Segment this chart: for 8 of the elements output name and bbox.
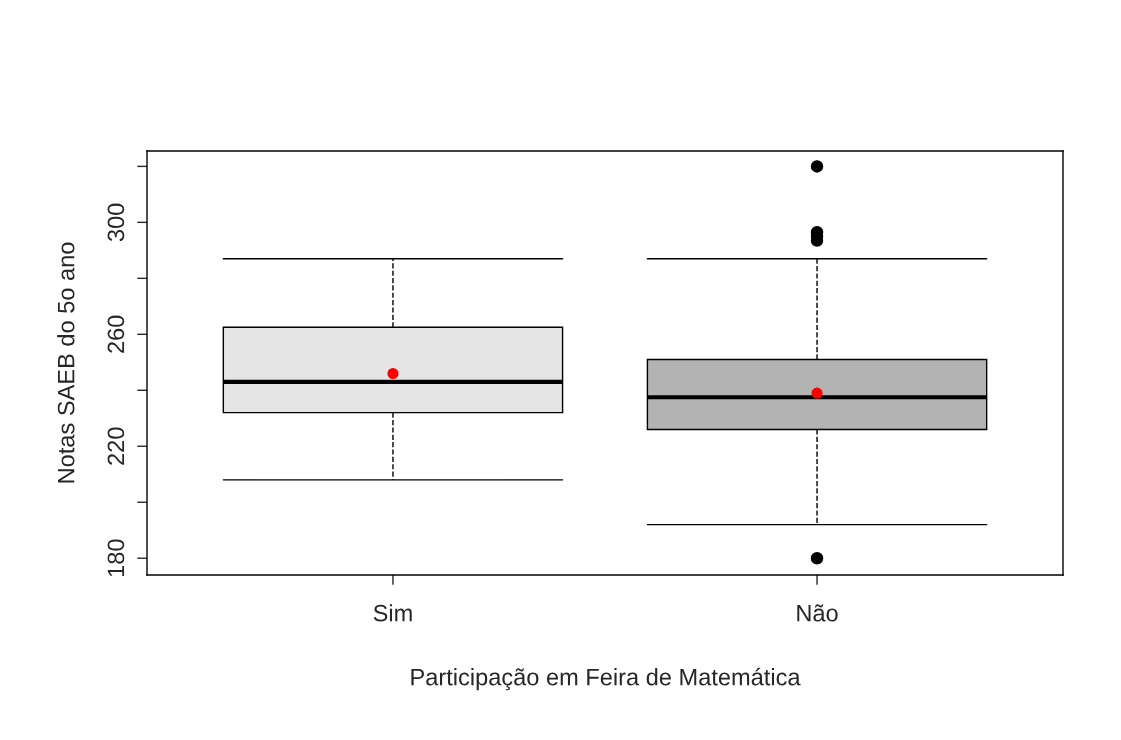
x-axis-title: Participação em Feira de Matemática: [411, 667, 801, 691]
y-tick-label: 300: [107, 203, 125, 242]
y-tick-label: 180: [107, 539, 125, 577]
y-tick-label: 260: [107, 315, 125, 353]
x-tick-label: Não: [797, 604, 838, 622]
y-tick-label: 220: [107, 427, 125, 465]
x-tick-label: Sim: [373, 604, 412, 622]
y-axis-title: Notas SAEB do 5o ano: [57, 242, 75, 483]
